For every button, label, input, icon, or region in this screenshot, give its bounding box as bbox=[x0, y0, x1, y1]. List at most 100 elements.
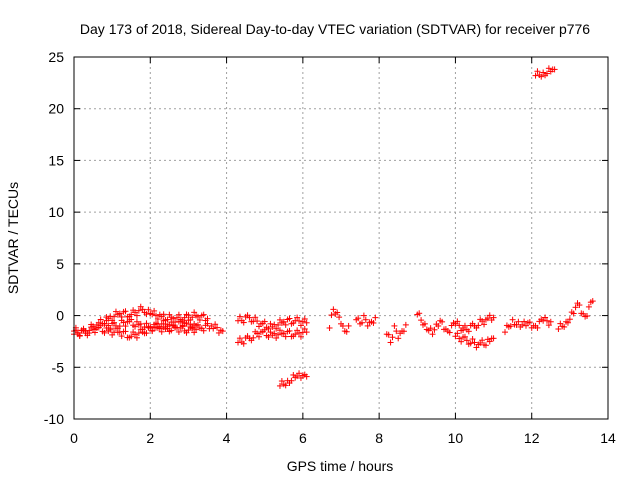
data-point bbox=[429, 331, 436, 338]
y-tick-label: -5 bbox=[52, 359, 65, 375]
data-point bbox=[135, 307, 142, 314]
series-segment-outlier-23 bbox=[532, 65, 558, 80]
chart-title: Day 173 of 2018, Sidereal Day-to-day VTE… bbox=[80, 21, 590, 37]
data-point bbox=[387, 339, 394, 346]
series-segment-segment-4-5 bbox=[235, 312, 310, 332]
series-segment-segment-7 bbox=[326, 306, 352, 335]
data-point bbox=[185, 317, 192, 324]
data-point bbox=[212, 321, 219, 328]
data-point bbox=[135, 330, 142, 337]
series-segment-segment-7-5 bbox=[353, 312, 379, 329]
data-point bbox=[330, 306, 337, 313]
data-point bbox=[116, 323, 123, 330]
data-point bbox=[465, 328, 472, 335]
data-point bbox=[545, 322, 552, 329]
data-point bbox=[200, 327, 207, 334]
data-point bbox=[296, 317, 303, 324]
data-point bbox=[446, 329, 453, 336]
data-point bbox=[107, 325, 114, 332]
series-segment-segment-4-5-low bbox=[235, 325, 310, 347]
data-point bbox=[252, 314, 259, 321]
data-point bbox=[185, 312, 192, 319]
data-point bbox=[97, 316, 104, 323]
data-point bbox=[179, 323, 186, 330]
y-tick-label: 5 bbox=[56, 256, 64, 272]
data-point bbox=[490, 314, 497, 321]
data-point bbox=[362, 316, 369, 323]
data-point bbox=[160, 317, 167, 324]
data-point bbox=[439, 318, 446, 325]
data-point bbox=[189, 314, 196, 321]
data-point bbox=[128, 333, 135, 340]
data-point bbox=[158, 328, 165, 335]
data-point bbox=[303, 319, 310, 326]
data-point bbox=[267, 320, 274, 327]
data-point bbox=[265, 334, 272, 341]
data-point bbox=[280, 318, 287, 325]
data-point bbox=[200, 311, 207, 318]
data-point bbox=[116, 310, 123, 317]
data-point bbox=[509, 316, 516, 323]
data-point bbox=[461, 322, 468, 329]
data-point bbox=[153, 320, 160, 327]
data-point bbox=[261, 318, 268, 325]
series-segment-segment-13 bbox=[555, 298, 596, 333]
data-point bbox=[132, 309, 139, 316]
data-point bbox=[173, 324, 180, 331]
data-point bbox=[431, 326, 438, 333]
data-point bbox=[336, 314, 343, 321]
data-point bbox=[467, 340, 474, 347]
data-point bbox=[400, 328, 407, 335]
data-point bbox=[276, 316, 283, 323]
data-point bbox=[301, 325, 308, 332]
data-point bbox=[385, 331, 392, 338]
data-point bbox=[534, 324, 541, 331]
data-point bbox=[76, 332, 83, 339]
data-point bbox=[240, 319, 247, 326]
data-point bbox=[486, 312, 493, 319]
data-point bbox=[204, 320, 211, 327]
data-point bbox=[418, 317, 425, 324]
data-point bbox=[564, 319, 571, 326]
data-point bbox=[219, 328, 226, 335]
data-point bbox=[189, 325, 196, 332]
plot-frame bbox=[73, 56, 609, 420]
data-point bbox=[490, 335, 497, 342]
data-point bbox=[395, 335, 402, 342]
data-point bbox=[294, 314, 301, 321]
data-point bbox=[280, 330, 287, 337]
data-point bbox=[456, 335, 463, 342]
data-point bbox=[175, 328, 182, 335]
data-point bbox=[151, 307, 158, 314]
y-tick-label: 10 bbox=[48, 204, 64, 220]
data-point bbox=[469, 336, 476, 343]
data-point bbox=[519, 321, 526, 328]
data-point bbox=[261, 326, 268, 333]
data-point bbox=[297, 333, 304, 340]
data-point bbox=[86, 330, 93, 337]
data-point bbox=[538, 73, 545, 80]
data-point bbox=[566, 316, 573, 323]
x-tick-label: 2 bbox=[146, 430, 154, 446]
data-point bbox=[570, 310, 577, 317]
data-point bbox=[273, 325, 280, 332]
data-point bbox=[164, 316, 171, 323]
data-point bbox=[273, 335, 280, 342]
data-point bbox=[164, 325, 171, 332]
data-point bbox=[372, 314, 379, 321]
series-segment-segment-11-12 bbox=[502, 314, 554, 336]
data-point bbox=[122, 323, 129, 330]
data-point bbox=[370, 319, 377, 326]
data-point bbox=[282, 382, 289, 389]
data-point bbox=[120, 319, 127, 326]
data-point bbox=[584, 312, 591, 319]
data-point bbox=[526, 319, 533, 326]
data-point bbox=[296, 330, 303, 337]
data-point bbox=[358, 319, 365, 326]
data-point bbox=[194, 313, 201, 320]
data-point bbox=[303, 373, 310, 380]
x-tick-label: 10 bbox=[448, 430, 464, 446]
data-point bbox=[393, 328, 400, 335]
x-tick-label: 14 bbox=[600, 430, 616, 446]
data-point bbox=[80, 326, 87, 333]
